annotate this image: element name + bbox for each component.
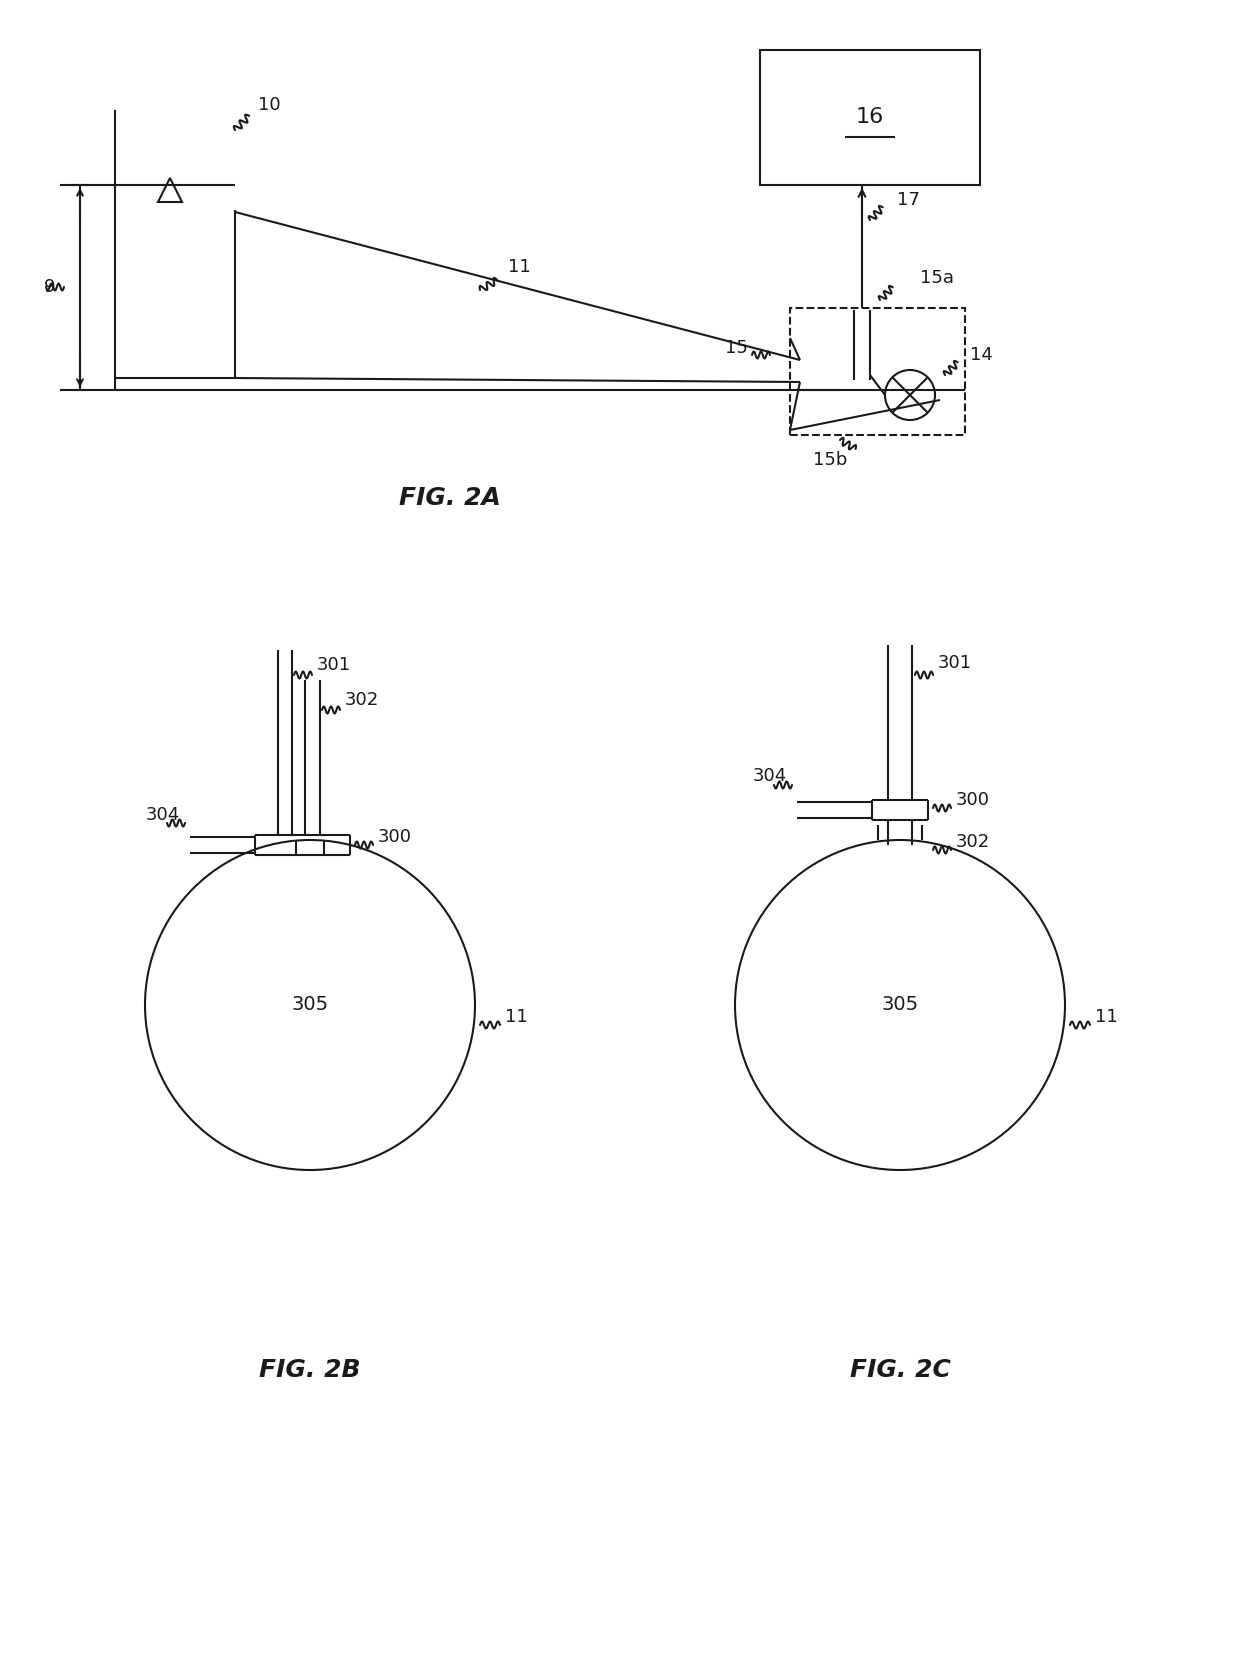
Text: 304: 304 — [753, 767, 787, 786]
Text: 301: 301 — [937, 653, 972, 672]
Text: 11: 11 — [1095, 1007, 1117, 1025]
Text: 302: 302 — [345, 691, 379, 710]
Text: 11: 11 — [505, 1007, 528, 1025]
Text: 17: 17 — [897, 190, 920, 208]
Text: 9: 9 — [43, 278, 55, 296]
Bar — [760, 50, 980, 185]
Text: 304: 304 — [146, 805, 180, 824]
Text: 305: 305 — [882, 996, 919, 1014]
Text: 10: 10 — [258, 96, 280, 114]
Text: 15a: 15a — [920, 270, 954, 288]
Text: 16: 16 — [856, 108, 884, 127]
Text: 11: 11 — [508, 258, 531, 276]
Text: 15b: 15b — [812, 452, 847, 470]
Text: 15: 15 — [725, 339, 748, 357]
Text: 300: 300 — [378, 829, 412, 845]
Text: 14: 14 — [970, 346, 993, 364]
Text: FIG. 2C: FIG. 2C — [849, 1358, 950, 1383]
Bar — [790, 308, 965, 435]
Text: 305: 305 — [291, 996, 329, 1014]
Text: 301: 301 — [317, 657, 351, 673]
Text: 300: 300 — [956, 791, 990, 809]
Text: 302: 302 — [956, 834, 991, 852]
Text: FIG. 2B: FIG. 2B — [259, 1358, 361, 1383]
Text: FIG. 2A: FIG. 2A — [399, 486, 501, 509]
